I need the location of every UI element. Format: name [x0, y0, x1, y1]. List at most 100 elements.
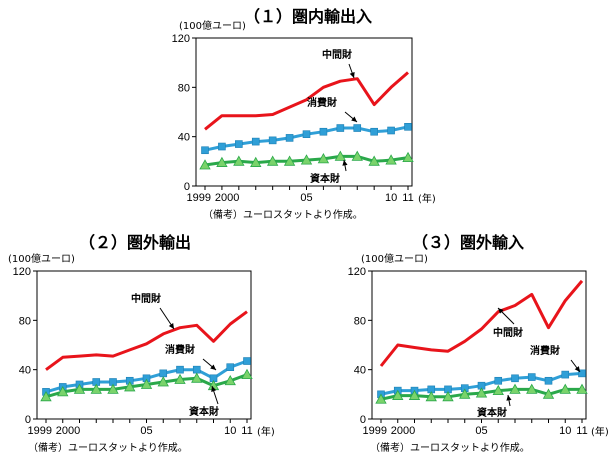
data-point-square	[578, 369, 586, 378]
data-point-triangle	[408, 389, 421, 400]
x-tick-label: 1999	[28, 425, 52, 437]
plot-frame	[371, 270, 587, 420]
y-tick-label: 80	[354, 315, 366, 327]
data-point-triangle	[351, 150, 363, 161]
annotation-arrow-head	[168, 323, 174, 329]
data-point-triangle	[157, 376, 169, 387]
data-point-triangle	[542, 388, 555, 399]
x-tick-label: 10	[224, 425, 236, 437]
source-note: （備考）ユーロスタットより作成。	[203, 208, 363, 221]
source-note: （備考）ユーロスタットより作成。	[28, 441, 188, 454]
data-point-triangle	[140, 378, 153, 389]
data-point-triangle	[509, 383, 521, 394]
data-point-square	[561, 370, 570, 379]
data-point-square	[176, 365, 184, 374]
data-point-triangle	[559, 383, 571, 394]
data-point-triangle	[392, 389, 404, 400]
data-point-triangle	[283, 155, 296, 166]
series-line-1	[45, 310, 248, 371]
data-point-triangle	[233, 155, 245, 166]
x-tick-label: 10	[385, 192, 397, 204]
x-tick-label: 2000	[391, 425, 415, 437]
x-axis-unit-label: (年)	[418, 192, 436, 205]
data-point-square	[251, 137, 260, 146]
x-tick-label: 11	[402, 192, 413, 204]
x-tick-label: 11	[241, 425, 252, 437]
annotation-arrow-head	[349, 72, 355, 78]
data-point-triangle	[191, 372, 203, 383]
data-point-triangle	[368, 155, 380, 166]
y-tick-label: 0	[25, 414, 31, 426]
data-point-square	[226, 363, 235, 372]
y-tick-label: 0	[184, 181, 190, 193]
data-point-triangle	[241, 368, 253, 380]
data-point-square	[235, 140, 243, 148]
x-tick-label: 11	[576, 425, 587, 437]
data-point-square	[218, 142, 226, 151]
y-axis-unit-label: (100億ユーロ)	[361, 252, 428, 265]
data-point-triangle	[576, 383, 588, 394]
data-point-triangle	[216, 156, 228, 167]
annotation-arrow-head	[351, 116, 357, 122]
data-point-triangle	[90, 383, 102, 394]
data-point-triangle	[385, 154, 397, 165]
data-point-square	[370, 127, 378, 136]
data-point-triangle	[250, 156, 262, 167]
data-point-triangle	[107, 383, 119, 394]
chart-title: （３）圏外輸入	[412, 233, 524, 252]
series-annotation-label: 消費財	[530, 344, 560, 357]
data-point-triangle	[492, 384, 504, 396]
y-tick-label: 0	[360, 414, 366, 426]
annotation-arrow-head	[506, 395, 512, 401]
data-point-triangle	[73, 383, 86, 394]
annotation-arrow-head	[210, 364, 216, 370]
chart-panel-2: （２）圏外輸出 (100億ユーロ) (年) （備考）ユーロスタットより作成。 0 40 80…	[8, 233, 275, 454]
y-tick-label: 40	[19, 365, 31, 377]
y-tick-label: 80	[178, 82, 190, 94]
y-tick-label: 40	[354, 365, 366, 377]
y-tick-label: 120	[172, 33, 190, 45]
data-point-triangle	[40, 390, 52, 402]
x-tick-label: 05	[475, 425, 487, 437]
data-point-square	[319, 127, 328, 136]
annotation-arrow-head	[574, 366, 580, 372]
plot-frame	[195, 37, 413, 187]
series-annotation-label: 中間財	[322, 48, 352, 61]
y-tick-label: 120	[13, 266, 31, 278]
y-axis-unit-label: (100億ユーロ)	[179, 19, 246, 32]
data-point-triangle	[300, 154, 313, 165]
data-point-square	[336, 124, 345, 132]
plot-frame	[36, 270, 252, 420]
x-tick-label: 2000	[215, 192, 239, 204]
series-annotation-label: 消費財	[165, 343, 195, 356]
series-annotation-label: 中間財	[493, 326, 523, 339]
data-point-triangle	[442, 390, 454, 402]
annotation-arrow-head	[342, 160, 348, 166]
series-line-1	[379, 279, 584, 367]
data-point-triangle	[199, 159, 211, 170]
annotation-arrow-head	[498, 308, 504, 314]
y-axis-unit-label: (100億ユーロ)	[8, 252, 75, 265]
y-tick-label: 40	[178, 132, 190, 144]
y-tick-label: 80	[19, 315, 31, 327]
data-point-triangle	[425, 390, 437, 402]
series-annotation-label: 中間財	[131, 292, 161, 305]
data-point-triangle	[402, 151, 414, 163]
data-point-square	[159, 369, 168, 378]
data-point-square	[527, 373, 536, 381]
data-point-square	[243, 357, 251, 365]
data-point-triangle	[526, 383, 538, 394]
annotation-arrow-head	[211, 386, 217, 392]
chart-panel-3: （３）圏外輸入(100億ユーロ) (年) （備考）ユーロスタットより作成。 0 40 80…	[348, 233, 609, 454]
data-point-triangle	[475, 387, 488, 398]
x-axis-unit-label: (年)	[591, 425, 609, 438]
chart-title: （１）圏内輸出入	[244, 7, 372, 26]
x-tick-label: 05	[300, 192, 312, 204]
x-tick-label: 1999	[363, 425, 387, 437]
source-note: （備考）ユーロスタットより作成。	[370, 441, 530, 454]
data-point-square	[511, 374, 519, 383]
x-tick-label: 1999	[187, 192, 211, 204]
data-point-triangle	[334, 150, 347, 161]
y-tick-label: 120	[348, 266, 366, 278]
